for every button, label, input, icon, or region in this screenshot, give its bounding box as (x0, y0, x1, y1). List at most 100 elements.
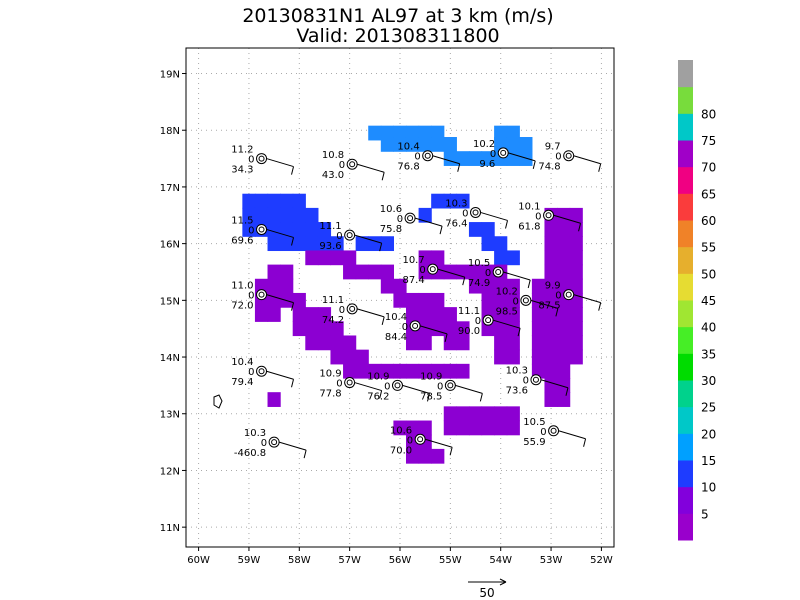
station-circle (427, 263, 439, 275)
wind-cell (317, 307, 332, 322)
wind-barb (419, 325, 448, 335)
colorbar-label: 50 (701, 267, 716, 281)
station-value-mid: 0 (397, 214, 403, 225)
wind-barb-flag (303, 449, 307, 459)
wind-cell (468, 151, 483, 166)
wind-speed-cells (242, 125, 583, 464)
wind-cell (569, 307, 583, 322)
colorbar-segment (678, 326, 693, 354)
station-value-top: 11.1 (319, 221, 341, 232)
wind-barb-flag (291, 302, 295, 311)
station-value-bottom: 43.0 (322, 170, 344, 181)
station: 10.30-460.8 (234, 428, 307, 459)
wind-barb (414, 217, 443, 227)
station-value-mid: 0 (248, 367, 254, 378)
wind-cell (330, 250, 344, 266)
colorbar-label: 65 (701, 187, 716, 201)
station-value-top: 10.9 (420, 371, 442, 382)
y-tick-label: 17N (160, 183, 180, 194)
wind-barb-flag (527, 279, 531, 289)
wind-cell (557, 207, 571, 223)
station-circle (482, 314, 494, 326)
wind-cell (280, 278, 294, 294)
station-value-bottom: 98.5 (496, 306, 518, 317)
wind-barb-flag (426, 393, 430, 402)
x-tick-label: 55W (439, 555, 462, 566)
y-axis-ticks: 11N 12N 13N 14N 15N 16N 17N 18N 19N (160, 70, 186, 534)
wind-barb (530, 299, 559, 309)
colorbar-label: 30 (701, 374, 716, 388)
grid-lines (186, 48, 614, 547)
station-circle (404, 212, 416, 224)
station-circle (344, 377, 356, 389)
wind-cell (431, 292, 445, 308)
wind-barb (402, 384, 430, 394)
wind-cell (494, 278, 508, 294)
station-value-mid: 0 (414, 152, 420, 163)
wind-barb-flag (517, 328, 521, 337)
station-inner-circle (258, 155, 265, 162)
station-circle (344, 229, 356, 241)
station-inner-circle (417, 436, 424, 443)
station-inner-circle (412, 322, 419, 329)
wind-cell (431, 448, 445, 464)
wind-cell (544, 349, 558, 365)
wind-cell (305, 335, 319, 351)
wind-cell (292, 321, 306, 337)
wind-cell (242, 193, 256, 209)
colorbar-label: 35 (701, 347, 716, 361)
wind-cell (368, 125, 382, 141)
station-inner-circle (447, 382, 454, 389)
wind-cell (544, 278, 558, 294)
wind-cell (355, 349, 369, 365)
station-circle (414, 433, 426, 445)
wind-barb (480, 211, 508, 221)
wind-cell (393, 363, 407, 379)
wind-cell (292, 292, 306, 308)
wind-cell (267, 222, 281, 237)
wind-cell (494, 349, 508, 365)
station-value-mid: 0 (437, 381, 443, 392)
station-value-top: 10.4 (385, 312, 407, 323)
wind-barb (437, 268, 465, 278)
station-value-bottom: 93.6 (319, 241, 341, 252)
wind-cell (531, 307, 546, 322)
station-value-bottom: 70.0 (390, 445, 412, 456)
wind-cell (254, 278, 269, 294)
station-value-top: 10.4 (231, 357, 253, 368)
station-value-mid: 0 (261, 438, 267, 449)
y-tick-label: 19N (160, 70, 180, 81)
wind-barb (354, 382, 382, 392)
station-value-bottom: 79.4 (231, 377, 253, 388)
wind-cell (506, 125, 520, 141)
wind-cell (418, 448, 432, 464)
station-value-bottom: -460.8 (234, 448, 266, 459)
station-value-mid: 0 (248, 291, 254, 302)
wind-cell (380, 264, 395, 280)
wind-cell (557, 363, 571, 379)
station-value-top: 10.7 (402, 255, 424, 266)
reference-vector-label: 50 (479, 586, 494, 600)
x-tick-label: 52W (590, 555, 613, 566)
wind-cell (368, 236, 382, 252)
y-tick-label: 11N (160, 523, 180, 534)
wind-barb-flag (379, 243, 383, 252)
wind-cell (393, 278, 407, 294)
wind-cell (468, 222, 483, 237)
wind-cell (456, 335, 470, 351)
station-circle (409, 320, 421, 332)
wind-cell (544, 236, 558, 252)
wind-barb-flag (291, 166, 295, 175)
station-value-top: 10.8 (322, 150, 344, 161)
station-circle (470, 206, 482, 218)
wind-cell (405, 307, 420, 322)
station-value-mid: 0 (419, 265, 425, 276)
colorbar-segment (678, 166, 693, 194)
wind-barb-flag (379, 390, 383, 399)
colorbar-segment (678, 273, 693, 301)
wind-barb-flag (583, 438, 587, 447)
wind-cell (405, 137, 420, 152)
